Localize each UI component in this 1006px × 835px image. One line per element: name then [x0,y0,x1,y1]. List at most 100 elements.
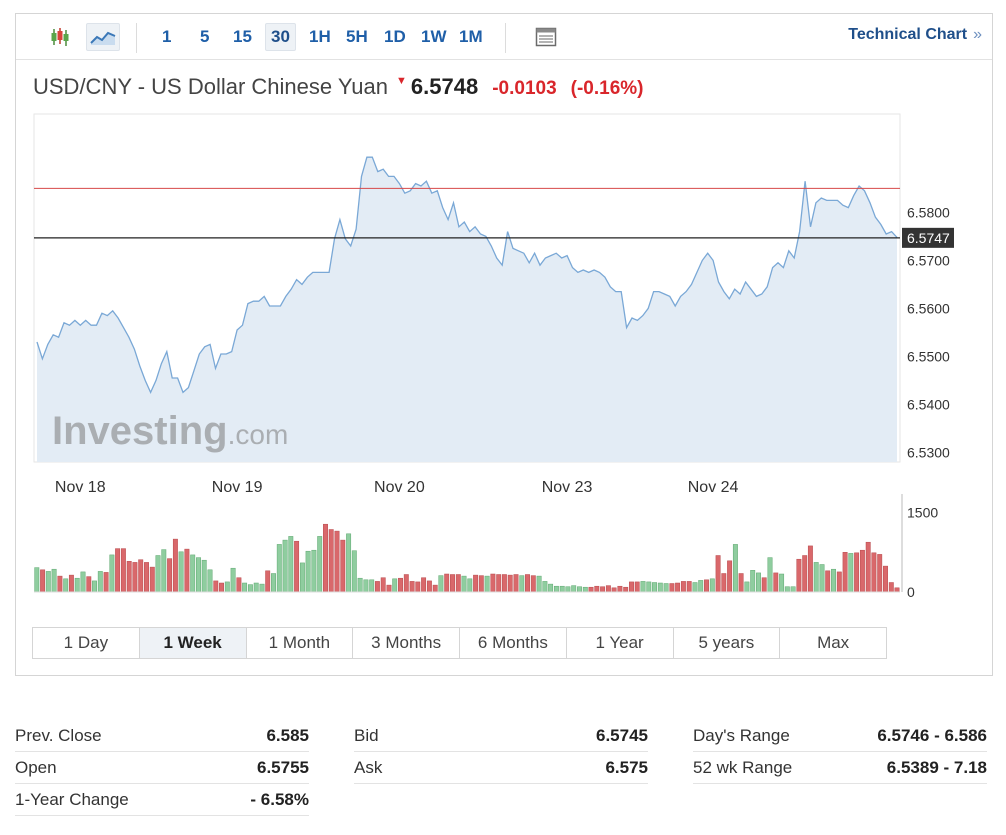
volume-bar [646,581,652,593]
volume-bar [854,552,860,593]
volume-bar [842,552,848,593]
period-1-day[interactable]: 1 Day [33,628,140,658]
volume-bar [704,579,709,593]
volume-bar [605,585,611,593]
x-tick-label: Nov 18 [55,479,106,496]
volume-bar [865,541,871,593]
volume-bar [715,555,721,593]
volume-bar [680,581,686,593]
stat-value: 6.5389 - 7.18 [886,757,987,777]
interval-1d[interactable]: 1D [384,27,406,46]
volume-bar [877,554,883,593]
volume-bar [432,584,438,593]
volume-bar [236,577,242,593]
volume-bar [796,558,802,593]
volume-bar [86,576,92,593]
volume-bar [686,581,692,593]
volume-bar [455,574,461,593]
volume-bar [276,544,282,593]
volume-bar [848,553,854,593]
candlestick-chart-button[interactable] [46,23,74,51]
period-6-months[interactable]: 6 Months [460,628,567,658]
volume-bar [836,571,842,593]
volume-bar [149,566,155,593]
chart-card: 1 5 15 30 1H 5H 1D 1W 1M Technical Chart… [15,13,993,676]
volume-bar [138,559,144,593]
interval-5[interactable]: 5 [200,27,210,46]
y-tick-label: 6.5400 [907,396,950,412]
volume-bar [57,575,63,593]
period-5-years[interactable]: 5 years [674,628,781,658]
stat-label: Prev. Close [15,725,102,745]
price-change-percent: (-0.16%) [570,78,644,99]
interval-15[interactable]: 15 [233,27,252,46]
stat-value: 6.5745 [596,725,648,745]
volume-bar [242,582,248,593]
stat-label: Bid [354,725,379,745]
area-chart-button[interactable] [86,23,120,51]
interval-1h[interactable]: 1H [309,27,331,46]
current-price-tag [902,227,954,248]
volume-bar [299,562,305,593]
interval-1[interactable]: 1 [162,27,172,46]
chart-toolbar: 1 5 15 30 1H 5H 1D 1W 1M Technical Chart… [16,14,992,60]
table-view-button[interactable] [532,23,560,51]
y-tick-label: 6.5500 [907,348,950,364]
volume-bar [271,573,276,593]
interval-30[interactable]: 30 [265,23,296,51]
interval-1m[interactable]: 1M [459,27,483,46]
stats-column: Prev. Close 6.585 Open 6.5755 1-Year Cha… [15,720,309,816]
volume-bar [507,574,513,593]
volume-bar [421,577,427,593]
volume-bar [92,580,97,593]
volume-bar [732,544,738,593]
volume-bar [790,586,796,593]
price-series-line [36,156,898,394]
table-icon [535,27,557,47]
stat-52-week-range: 52 wk Range 6.5389 - 7.18 [693,752,987,784]
volume-bar [467,578,473,593]
volume-bar [819,564,825,593]
volume-bar [478,575,484,593]
volume-bar [652,582,657,593]
period-1-month[interactable]: 1 Month [247,628,354,658]
period-1-year[interactable]: 1 Year [567,628,674,658]
stat-label: Day's Range [693,725,790,745]
volume-bar [450,574,455,593]
period-3-months[interactable]: 3 Months [353,628,460,658]
volume-bar [351,550,357,593]
volume-bar [97,571,103,593]
volume-bar [305,550,311,593]
volume-bar [219,582,224,593]
volume-bar [68,574,74,593]
y-tick-label: 6.5800 [907,204,950,220]
period-1-week[interactable]: 1 Week [139,628,247,658]
volume-bar [582,586,588,593]
volume-bar [167,558,173,593]
toolbar-divider [136,23,137,53]
price-change: -0.0103 [492,78,557,99]
x-tick-label: Nov 19 [212,479,263,496]
x-tick-label: Nov 20 [374,479,425,496]
candlestick-icon [51,28,69,46]
volume-bar [611,587,617,593]
volume-bar [802,555,808,593]
stat-value: - 6.58% [250,789,309,809]
volume-bar [501,574,507,593]
volume-bar [207,569,213,593]
volume-bar [392,578,398,593]
volume-bar [132,562,138,593]
stat-value: 6.575 [605,757,648,777]
stats-column: Day's Range 6.5746 - 6.586 52 wk Range 6… [693,720,987,784]
stat-ask: Ask 6.575 [354,752,648,784]
stat-value: 6.585 [266,725,309,745]
interval-1w[interactable]: 1W [421,27,447,46]
period-max[interactable]: Max [817,633,850,652]
volume-bar [178,551,184,593]
volume-bar [536,575,542,593]
volume-bar [63,578,69,593]
interval-5h[interactable]: 5H [346,27,368,46]
volume-bar [617,585,623,593]
volume-bar [74,577,80,593]
technical-chart-link[interactable]: Technical Chart » [848,26,982,44]
